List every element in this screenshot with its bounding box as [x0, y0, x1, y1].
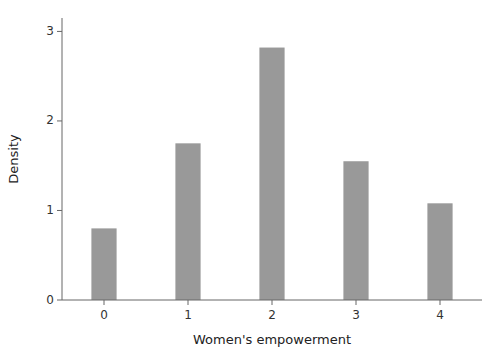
- bar: [343, 161, 368, 300]
- y-tick-label: 0: [46, 293, 54, 307]
- y-tick: [57, 210, 62, 211]
- y-tick-label: 1: [46, 203, 54, 217]
- x-tick-label: 2: [268, 308, 276, 322]
- y-tick-label: 3: [46, 24, 54, 38]
- x-axis-label: Women's empowerment: [193, 332, 351, 347]
- chart-svg: 0 1 2 3 0 1 2 3 4 Women's empowerment Density: [0, 0, 500, 356]
- y-axis-line: [62, 18, 63, 300]
- x-tick-label: 0: [100, 308, 108, 322]
- x-tick-label: 1: [184, 308, 192, 322]
- bar: [427, 203, 452, 300]
- y-axis-label: Density: [6, 134, 21, 184]
- x-tick: [272, 300, 273, 305]
- x-tick: [188, 300, 189, 305]
- y-tick: [57, 120, 62, 121]
- y-tick-label: 2: [46, 113, 54, 127]
- bars: [91, 48, 452, 300]
- y-tick: [57, 31, 62, 32]
- bar: [175, 143, 200, 300]
- bar: [91, 228, 116, 300]
- chart-container: 0 1 2 3 0 1 2 3 4 Women's empowerment Density: [0, 0, 500, 356]
- x-tick-label: 4: [436, 308, 444, 322]
- bar: [259, 48, 284, 300]
- x-tick: [104, 300, 105, 305]
- axes: 0 1 2 3 0 1 2 3 4: [46, 18, 482, 322]
- x-tick-label: 3: [352, 308, 360, 322]
- x-tick: [356, 300, 357, 305]
- y-tick: [57, 300, 62, 301]
- x-tick: [440, 300, 441, 305]
